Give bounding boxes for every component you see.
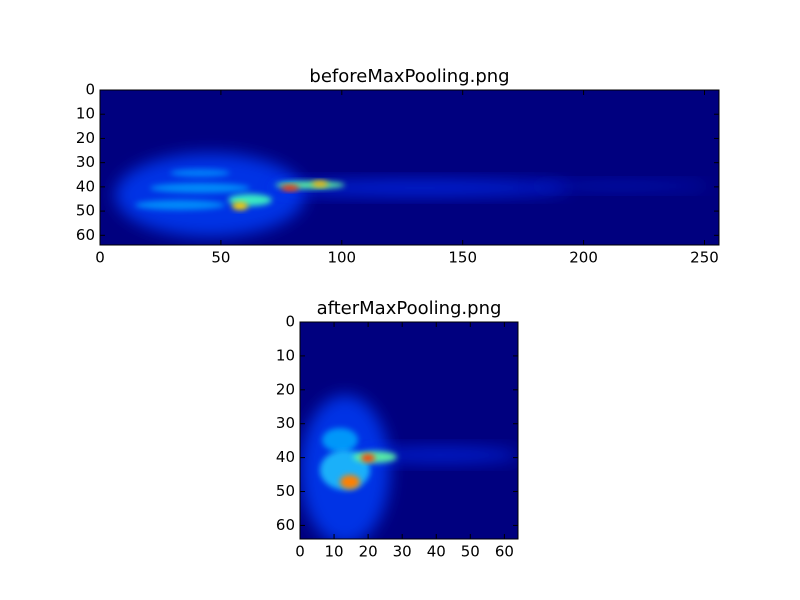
heatmap-image xyxy=(300,322,518,539)
x-tick-label: 20 xyxy=(359,543,378,561)
y-tick-label: 30 xyxy=(276,414,295,432)
x-tick-label: 0 xyxy=(95,249,105,267)
y-tick-label: 10 xyxy=(76,105,95,123)
x-tick-label: 50 xyxy=(211,249,230,267)
axes-frame xyxy=(299,321,519,540)
y-tick-label: 60 xyxy=(276,516,295,534)
x-tick-label: 150 xyxy=(448,249,477,267)
chart-title: beforeMaxPooling.png xyxy=(309,66,509,87)
y-tick-label: 40 xyxy=(76,177,95,195)
y-tick-label: 0 xyxy=(285,313,295,331)
x-tick-label: 10 xyxy=(325,543,344,561)
y-tick-label: 20 xyxy=(276,380,295,398)
x-tick-label: 0 xyxy=(295,543,305,561)
x-tick-label: 250 xyxy=(690,249,719,267)
x-tick-label: 40 xyxy=(427,543,446,561)
heatmap-image xyxy=(100,90,719,245)
y-tick-label: 30 xyxy=(76,153,95,171)
y-tick-label: 20 xyxy=(76,129,95,147)
x-tick-label: 200 xyxy=(569,249,598,267)
y-tick-label: 0 xyxy=(85,81,95,99)
y-tick-label: 50 xyxy=(276,482,295,500)
x-tick-label: 50 xyxy=(461,543,480,561)
y-tick-label: 40 xyxy=(276,448,295,466)
y-tick-label: 10 xyxy=(276,346,295,364)
axes-frame xyxy=(99,89,720,246)
y-tick-label: 60 xyxy=(76,226,95,244)
chart-title: afterMaxPooling.png xyxy=(317,298,502,319)
x-tick-label: 30 xyxy=(393,543,412,561)
y-tick-label: 50 xyxy=(76,202,95,220)
x-tick-label: 60 xyxy=(495,543,514,561)
x-tick-label: 100 xyxy=(327,249,356,267)
